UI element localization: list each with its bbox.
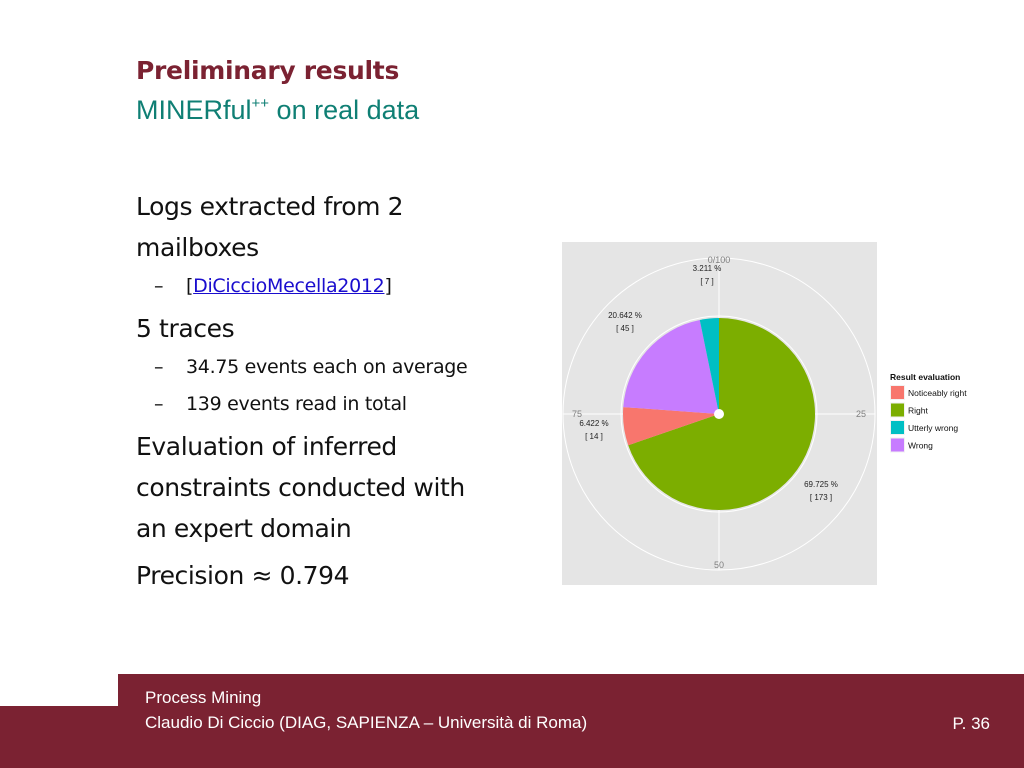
data-label-percent-utterly-wrong: 3.211 %	[693, 264, 722, 273]
legend-title: Result evaluation	[890, 372, 960, 382]
legend-label-utterly-wrong: Utterly wrong	[908, 423, 958, 433]
bullet-list: Logs extracted from 2 mailboxes – [DiCic…	[136, 186, 536, 596]
tick-label-right: 25	[856, 409, 866, 419]
data-label-percent-noticeably-right: 6.422 %	[579, 419, 608, 428]
tick-label-top: 0/100	[708, 255, 731, 265]
bullet-evaluation: Evaluation of inferred constraints condu…	[136, 426, 536, 549]
legend-key-utterly-wrong	[891, 421, 904, 434]
dash-marker: –	[154, 393, 164, 415]
pie-slice-wrong	[623, 319, 719, 414]
footer-course: Process Mining	[145, 688, 262, 707]
bullet-eval-line1: Evaluation of inferred	[136, 432, 397, 461]
pie-center-dot	[714, 409, 724, 419]
legend-label-right: Right	[908, 406, 928, 416]
legend-key-wrong	[891, 438, 904, 452]
legend-label-noticeably-right: Noticeably right	[908, 388, 967, 398]
events-total-text: 139 events read in total	[186, 393, 407, 415]
subtitle-main: MINERful	[136, 95, 252, 125]
page-number: P. 36	[952, 714, 990, 733]
dash-marker: –	[154, 275, 164, 297]
events-avg-text: 34.75 events each on average	[186, 356, 468, 378]
footer-author: Claudio Di Ciccio (DIAG, SAPIENZA – Univ…	[145, 713, 588, 732]
slide-subtitle: MINERful++ on real data	[136, 95, 419, 126]
pie-chart: 0/100 25 50 75 69.725 % [ 173 ] 6.422 % [ 14 ] 2…	[557, 240, 977, 590]
tick-label-bottom: 50	[714, 560, 724, 570]
bullet-traces: 5 traces	[136, 314, 235, 343]
tick-label-left: 75	[572, 409, 582, 419]
data-label-count-utterly-wrong: [ 7 ]	[700, 277, 713, 286]
sub-bullet-events-total: – 139 events read in total	[154, 392, 536, 416]
footer-bar: Process Mining Claudio Di Ciccio (DIAG, …	[118, 674, 1024, 768]
data-label-count-noticeably-right: [ 14 ]	[585, 432, 603, 441]
bullet-logs-line2: mailboxes	[136, 233, 259, 262]
slide-title: Preliminary results	[136, 56, 400, 85]
data-label-percent-wrong: 20.642 %	[608, 311, 642, 320]
citation-open: [	[186, 275, 194, 297]
citation-link[interactable]: DiCiccioMecella2012	[193, 275, 385, 297]
sub-bullet-citation: – [DiCiccioMecella2012]	[154, 274, 536, 298]
data-label-count-right: [ 173 ]	[810, 493, 832, 502]
bullet-eval-line2: constraints conducted with	[136, 473, 465, 502]
bullet-logs-line1: Logs extracted from 2	[136, 192, 404, 221]
data-label-percent-right: 69.725 %	[804, 480, 838, 489]
bullet-precision: Precision ≈ 0.794	[136, 561, 350, 590]
subtitle-rest: on real data	[269, 95, 420, 125]
bullet-logs: Logs extracted from 2 mailboxes	[136, 186, 536, 268]
citation-close: ]	[384, 275, 392, 297]
sub-bullet-events-avg: – 34.75 events each on average	[154, 355, 536, 379]
data-label-count-wrong: [ 45 ]	[616, 324, 634, 333]
bullet-eval-line3: an expert domain	[136, 514, 352, 543]
subtitle-superscript: ++	[251, 95, 270, 112]
pie-slice-utterly-wrong	[699, 318, 719, 414]
pie-slice-noticeably-right	[623, 407, 719, 446]
dash-marker: –	[154, 356, 164, 378]
legend-key-noticeably-right	[891, 386, 904, 399]
legend-label-wrong: Wrong	[908, 441, 933, 451]
legend-key-right	[891, 403, 904, 417]
footer-strip	[0, 706, 118, 768]
pie-chart-svg: 0/100 25 50 75 69.725 % [ 173 ] 6.422 % [ 14 ] 2…	[562, 242, 967, 585]
